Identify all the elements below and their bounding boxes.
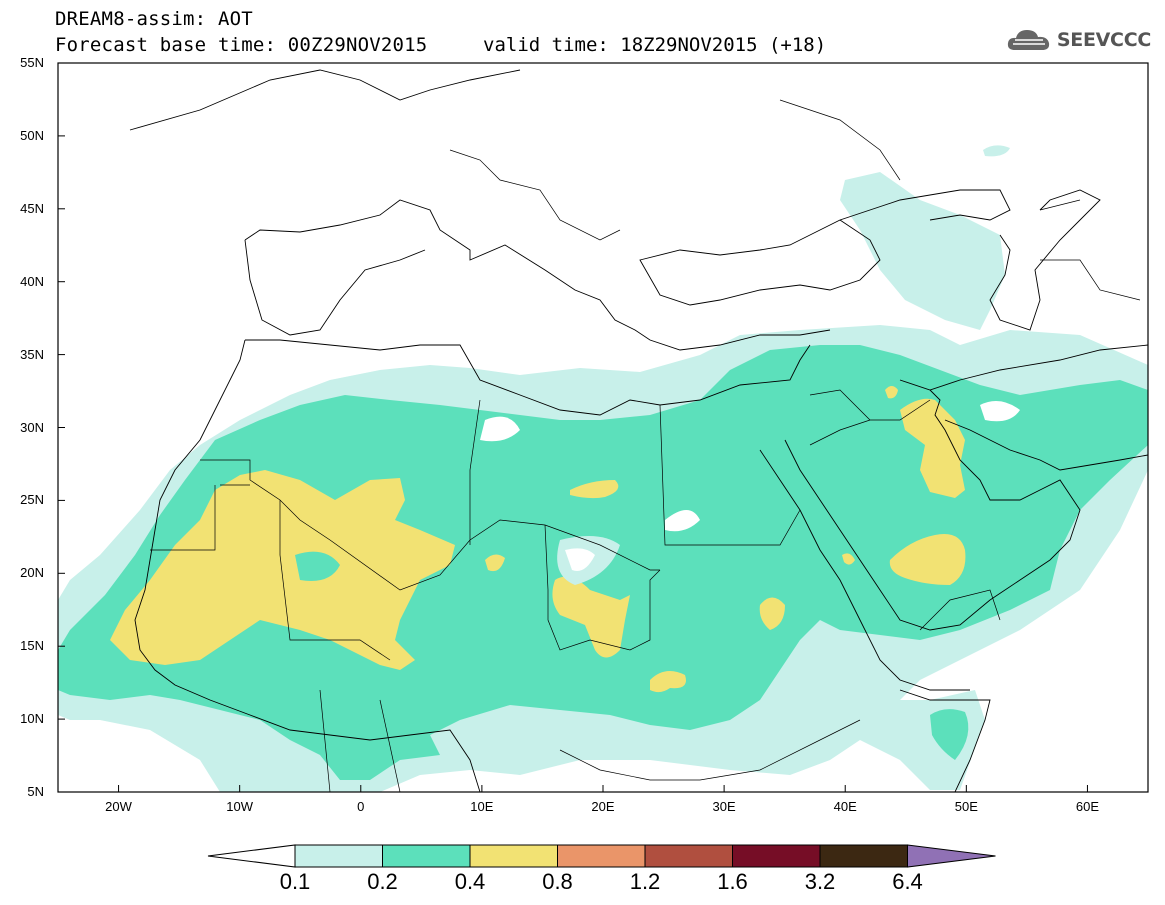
aot-band-0.4-sudan: [759, 597, 785, 630]
coast-redsea: [759, 389, 1081, 691]
colorbar-label: 0.8: [542, 869, 573, 894]
aot-band-0.4-libya: [570, 480, 619, 499]
aot-band-0.1-blacksea: [983, 145, 1010, 157]
lon-label: 50E: [954, 799, 978, 814]
colorbar-label: 1.6: [717, 869, 748, 894]
aot-clear-algeria: [480, 416, 520, 442]
aot-band-0.4-iraq: [885, 386, 898, 399]
valid-time: valid time: 18Z29NOV2015 (+18): [483, 34, 827, 56]
aot-band-0.2-east: [930, 709, 969, 760]
colorbar-label: 3.2: [804, 869, 836, 894]
borders: [150, 99, 1141, 792]
colorbar-label: 0.4: [454, 869, 486, 894]
seevccc-logo: SEEVCCC: [1005, 24, 1151, 56]
colorbar-segment: [557, 844, 646, 868]
colorbar-label: 6.4: [892, 869, 923, 894]
lon-label: 0: [357, 799, 365, 814]
colorbar: [207, 844, 996, 868]
axis-ticks: [58, 62, 1088, 793]
lat-label: 45N: [20, 200, 44, 216]
colorbar-high-arrow: [907, 844, 996, 868]
colorbar-segment: [382, 844, 471, 868]
forecast-base-time: Forecast base time: 00Z29NOV2015: [55, 34, 428, 56]
aot-band-0.4-sahara: [295, 551, 340, 581]
colorbar-label: 0.1: [279, 869, 311, 894]
lon-label: 60E: [1075, 799, 1099, 814]
cloud-icon: [1007, 30, 1050, 50]
lat-label: 5N: [27, 784, 44, 799]
lat-label: 35N: [20, 346, 44, 362]
logo-text: SEEVCCC: [1056, 29, 1151, 51]
lat-label: 20N: [20, 565, 44, 581]
lon-label: 20E: [591, 799, 615, 814]
aot-band-0.4-niger: [485, 554, 505, 572]
colorbar-segment: [732, 844, 821, 868]
colorbar-segment: [644, 844, 733, 868]
coast-horn: [899, 689, 991, 792]
lat-label: 25N: [20, 492, 44, 508]
aot-shading: [58, 145, 1148, 792]
aot-clear-libya-2: [565, 548, 595, 571]
map-title: DREAM8-assim: AOT: [55, 8, 253, 30]
lat-label: 30N: [20, 419, 44, 435]
aot-band-0.4-cafr: [650, 671, 686, 693]
coast-europe: [129, 69, 1011, 351]
aot-band-0.4-chad: [552, 576, 630, 658]
colorbar-segment: [819, 844, 908, 868]
colorbar-label: 0.2: [367, 869, 398, 894]
aot-band-0.4-gulf: [900, 398, 965, 498]
aot-band-0.1-caucasus: [840, 172, 1005, 330]
aot-clear-iran: [980, 401, 1020, 422]
coastlines: [129, 69, 1148, 792]
coast-africa: [134, 339, 811, 792]
colorbar-label: 1.2: [629, 869, 661, 894]
colorbar-low-arrow: [207, 844, 296, 868]
lat-label: 50N: [20, 127, 44, 143]
lat-label: 40N: [20, 273, 44, 289]
aot-clear-egypt: [665, 510, 700, 532]
aot-band-0.4-arabia: [889, 534, 966, 585]
border-lines: [150, 99, 1141, 792]
lat-label: 55N: [20, 55, 44, 70]
lon-label: 10E: [470, 799, 494, 814]
lon-label: 30E: [712, 799, 736, 814]
aot-band-0.4-redsea: [842, 553, 855, 565]
aot-band-0.4-west: [110, 470, 455, 670]
colorbar-segment: [294, 844, 383, 868]
lon-label: 40E: [833, 799, 857, 814]
lon-label: 20W: [105, 799, 132, 814]
lon-label: 10W: [226, 799, 254, 814]
coast-persian: [899, 344, 1148, 471]
colorbar-segment: [469, 844, 558, 868]
lat-label: 15N: [20, 638, 44, 654]
coast-caspian: [989, 189, 1101, 331]
lat-label: 10N: [20, 711, 44, 727]
